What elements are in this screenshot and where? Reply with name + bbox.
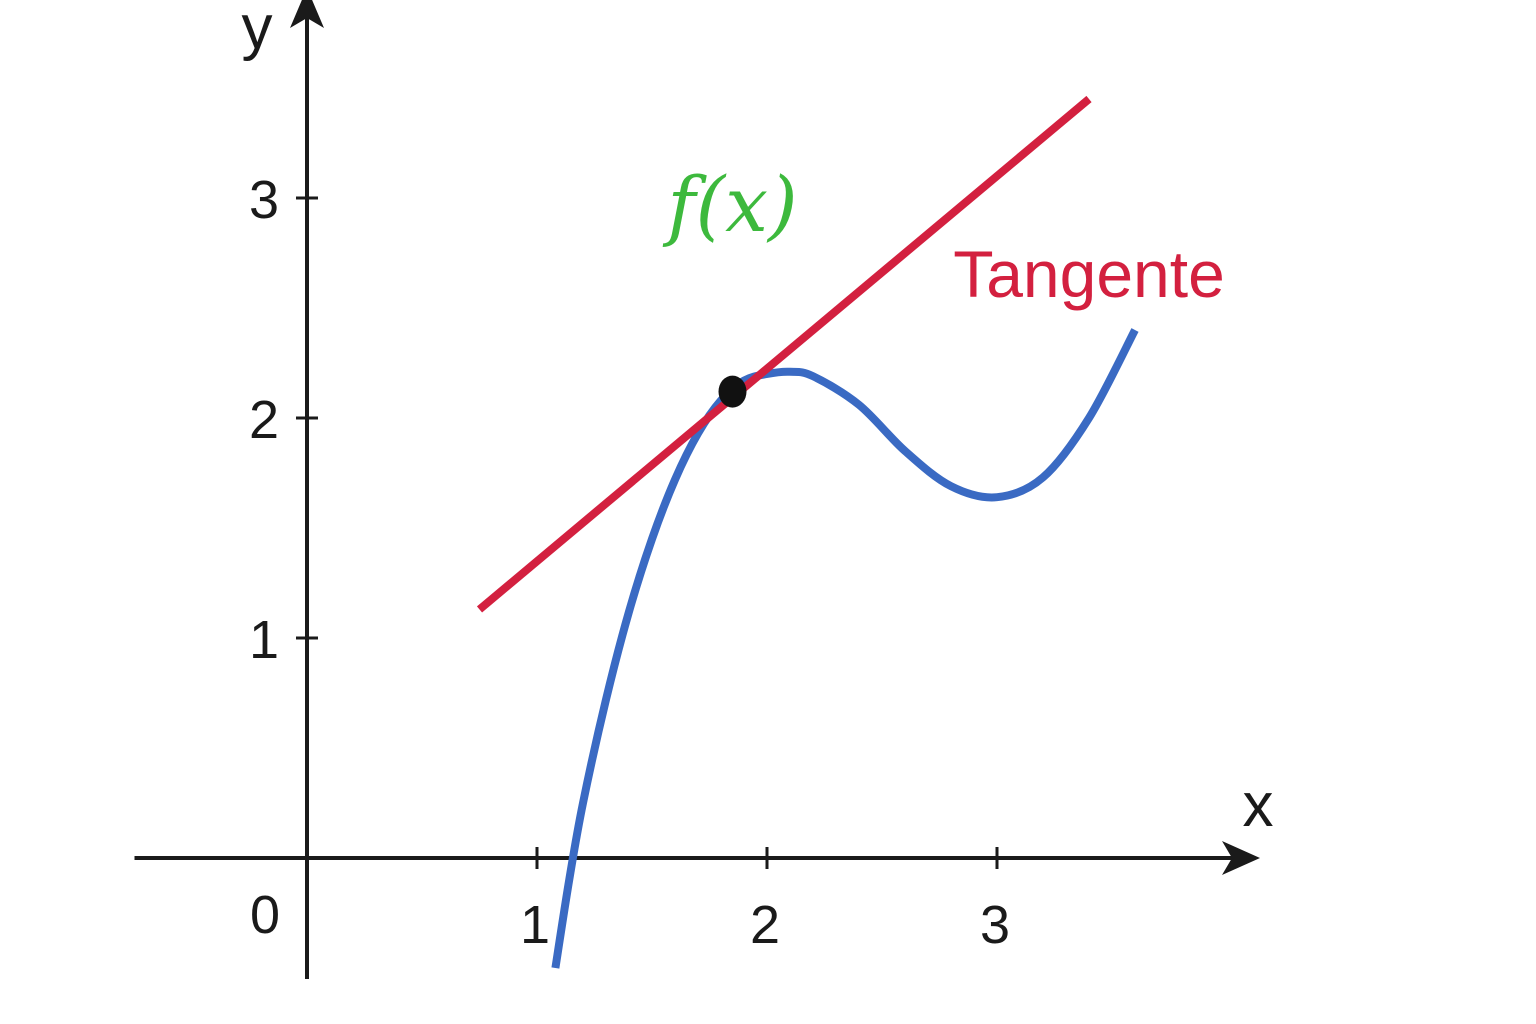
tangent-line <box>476 95 1092 613</box>
tangent-label: Tangente <box>953 237 1225 311</box>
x-axis-title: x <box>1243 771 1274 840</box>
x-tick-label: 3 <box>980 895 1010 955</box>
curve-label: f(x) <box>662 160 797 249</box>
origin-label: 0 <box>250 885 280 945</box>
y-tick-label: 2 <box>249 390 279 450</box>
label-layer: 1 2 3 1 2 3 0 x y f(x) Tangente <box>242 0 1274 955</box>
axes <box>134 0 1260 979</box>
x-tick-label: 2 <box>750 895 780 955</box>
x-tick-label: 1 <box>520 895 550 955</box>
y-tick-label: 1 <box>249 610 279 670</box>
y-axis-title: y <box>242 0 273 62</box>
y-axis-arrow <box>290 0 324 28</box>
y-tick-label: 3 <box>249 170 279 230</box>
tangent-point <box>718 375 747 408</box>
x-axis-arrow <box>1222 841 1260 875</box>
function-curve <box>551 328 1139 969</box>
series-layer <box>476 95 1139 969</box>
